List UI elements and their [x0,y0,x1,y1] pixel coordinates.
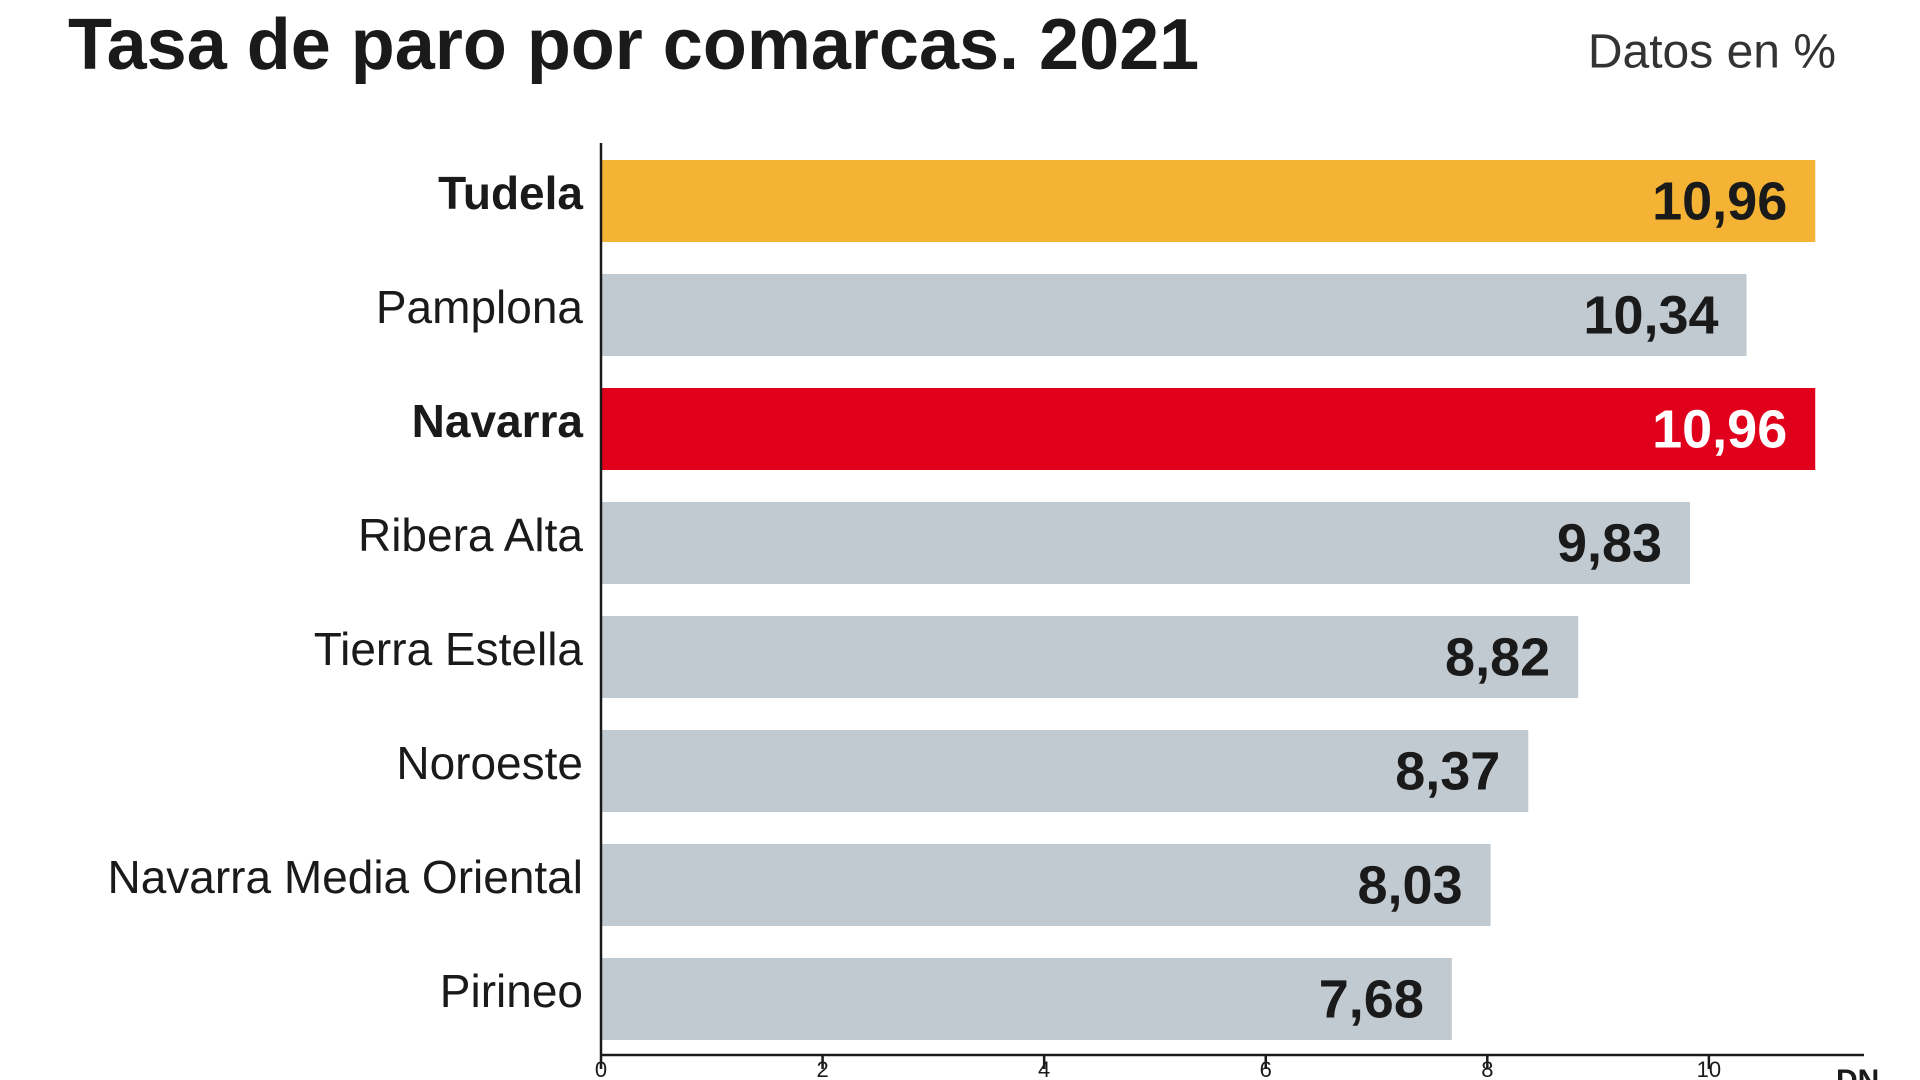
bar [601,274,1747,356]
value-label: 10,34 [1583,285,1718,345]
bar [601,958,1452,1040]
value-label: 7,68 [1319,969,1424,1029]
bar [601,160,1816,242]
value-label: 8,82 [1445,627,1550,687]
category-label: Tudela [438,167,583,219]
value-label: 10,96 [1652,399,1787,459]
x-tick-label: 0 [595,1057,607,1080]
category-label: Noroeste [396,737,583,789]
category-label: Navarra Media Oriental [107,851,583,903]
category-label: Tierra Estella [314,623,584,675]
bar [601,388,1816,470]
source: DN [1836,1064,1879,1080]
value-label: 9,83 [1557,513,1662,573]
category-label: Navarra [412,395,584,447]
x-tick-label: 6 [1260,1057,1272,1080]
value-label: 8,03 [1358,855,1463,915]
category-label: Pamplona [376,281,584,333]
value-label: 10,96 [1652,171,1787,231]
category-label: Ribera Alta [358,509,583,561]
category-label: Pirineo [440,965,583,1017]
chart-title: Tasa de paro por comarcas. 2021 [68,5,1199,85]
x-tick-label: 4 [1038,1057,1050,1080]
bar [601,730,1529,812]
chart-subtitle: Datos en % [1588,26,1836,79]
bar [601,616,1579,698]
x-tick-label: 2 [816,1057,828,1080]
value-label: 8,37 [1395,741,1500,801]
bar [601,502,1691,584]
x-tick-label: 10 [1697,1057,1721,1080]
x-tick-label: 8 [1481,1057,1493,1080]
bar [601,844,1491,926]
